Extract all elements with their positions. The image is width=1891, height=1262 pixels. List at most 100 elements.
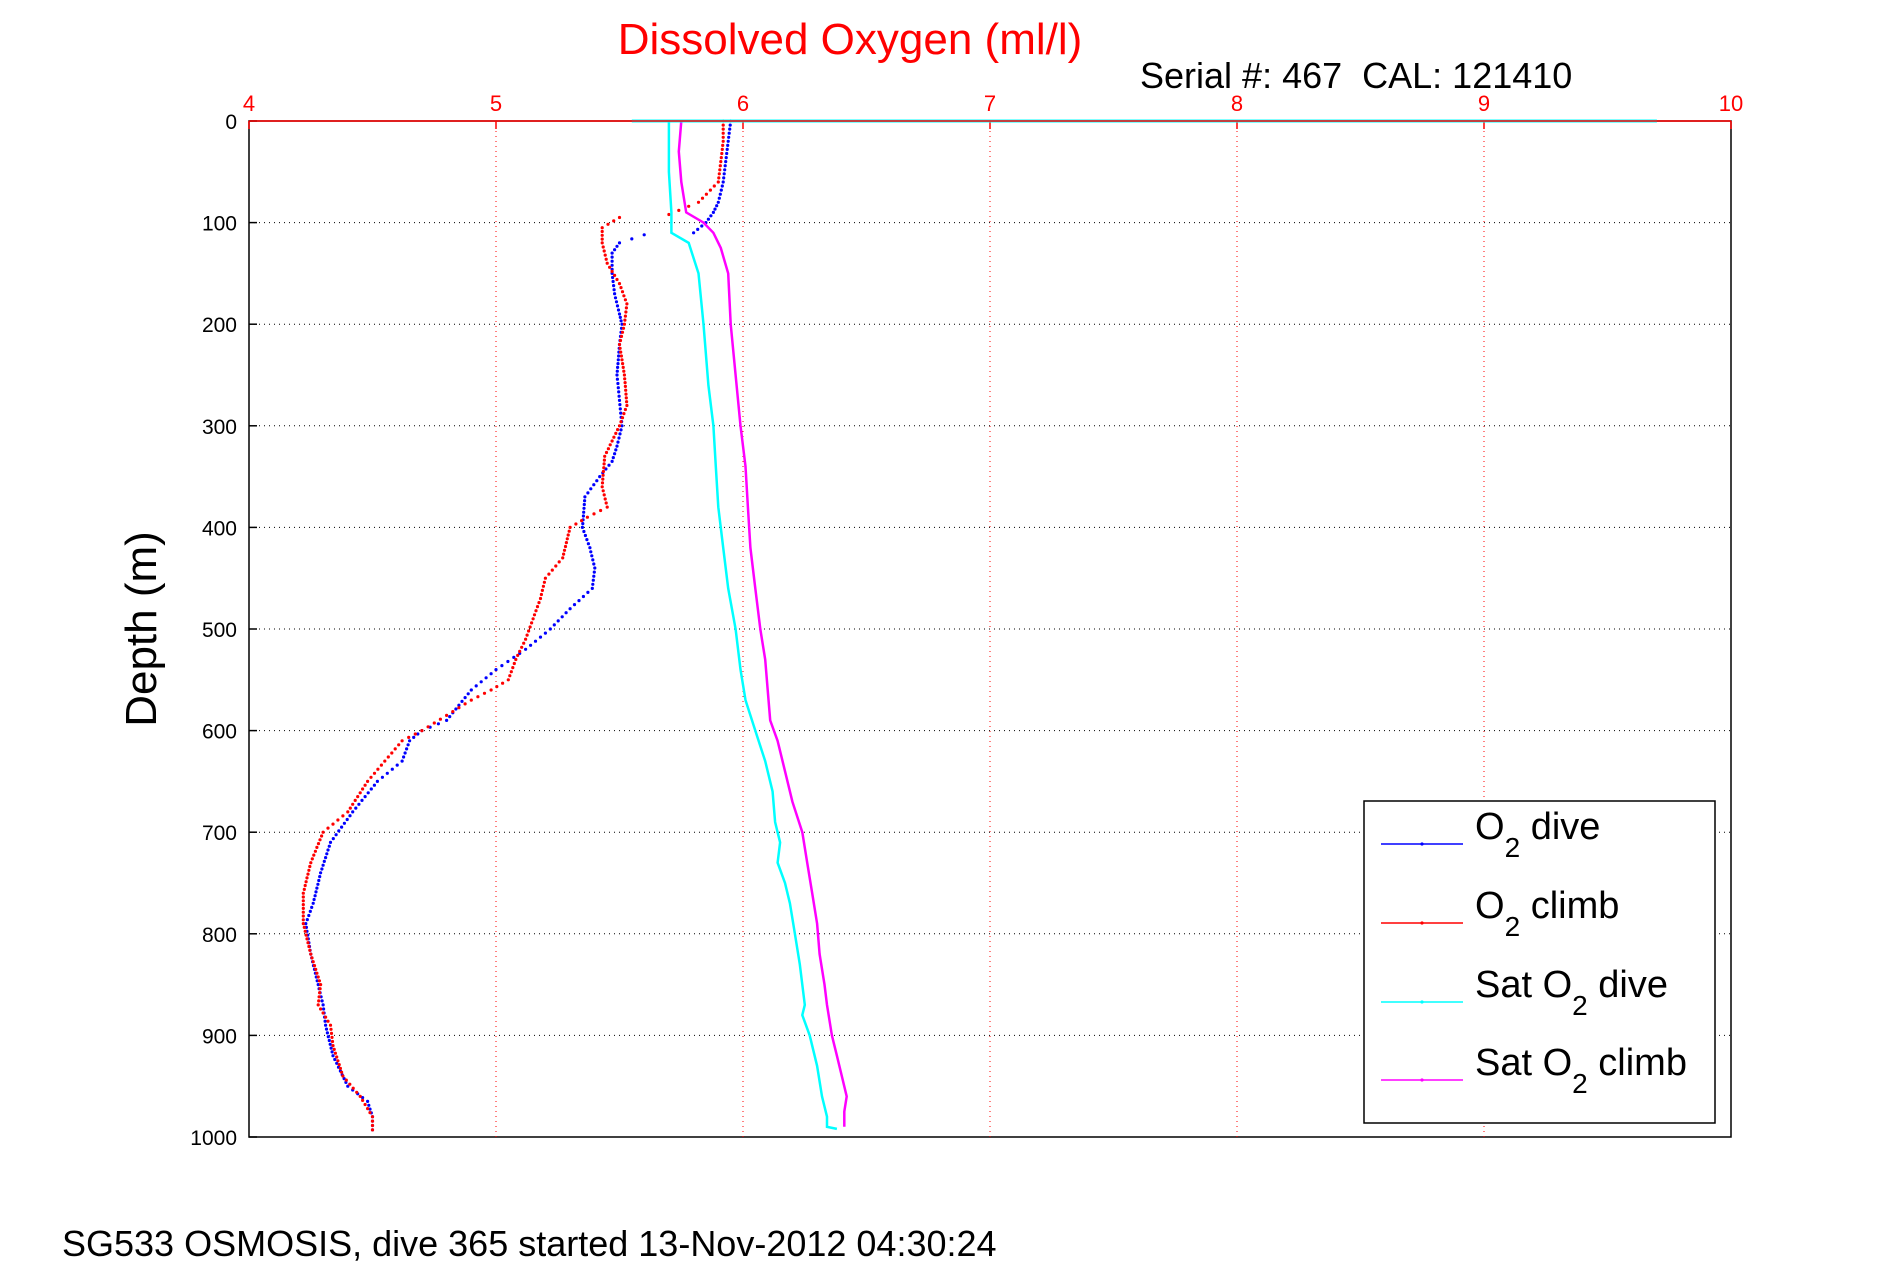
data-point <box>305 918 309 922</box>
data-point <box>476 695 480 699</box>
data-point <box>591 558 595 562</box>
data-point <box>619 411 623 415</box>
data-point <box>320 867 324 871</box>
data-point <box>622 322 627 326</box>
chart-title: Dissolved Oxygen (ml/l) <box>618 15 1083 64</box>
data-point <box>624 310 628 314</box>
x-ticks: 4 5 6 7 8 9 10 <box>243 91 1743 129</box>
data-point <box>301 918 305 922</box>
data-point <box>580 519 584 523</box>
data-point <box>314 967 318 972</box>
data-point <box>606 222 610 226</box>
data-point <box>719 188 723 192</box>
data-point <box>306 872 310 876</box>
x-tick-label: 6 <box>737 91 749 116</box>
data-point <box>565 537 569 541</box>
data-point <box>301 895 305 899</box>
data-point <box>386 755 390 759</box>
data-point <box>316 882 320 886</box>
data-point <box>727 135 731 139</box>
data-point <box>302 887 306 892</box>
data-point <box>567 529 571 533</box>
data-point <box>709 214 713 218</box>
data-point <box>568 607 572 611</box>
data-point <box>615 373 619 377</box>
data-point <box>511 666 515 670</box>
data-point <box>495 685 499 689</box>
data-point <box>581 594 586 599</box>
data-point <box>302 925 306 930</box>
data-point <box>719 160 723 164</box>
data-point <box>341 1074 345 1078</box>
data-point <box>610 251 614 255</box>
data-point <box>625 302 629 306</box>
data-point <box>372 771 377 775</box>
data-point <box>612 435 616 439</box>
data-point <box>622 412 626 416</box>
data-point <box>538 635 543 639</box>
data-point <box>600 481 605 485</box>
data-point <box>344 1078 348 1082</box>
data-point <box>605 261 609 265</box>
data-point <box>326 1035 330 1039</box>
data-point <box>337 829 341 833</box>
data-point <box>543 631 548 635</box>
data-point <box>612 219 616 223</box>
data-point <box>315 886 319 890</box>
data-point <box>340 825 344 829</box>
data-point <box>317 979 321 983</box>
data-point <box>539 592 544 597</box>
data-point <box>370 1123 375 1128</box>
data-point <box>581 514 586 518</box>
data-point <box>612 288 616 292</box>
data-point <box>617 342 622 347</box>
data-point <box>589 550 593 554</box>
data-point <box>550 568 554 572</box>
data-point <box>325 852 329 856</box>
data-point <box>726 143 730 147</box>
data-point <box>372 783 376 787</box>
data-point <box>625 400 629 404</box>
data-point <box>368 1107 372 1111</box>
data-point <box>366 779 370 784</box>
data-point <box>561 556 565 560</box>
data-point <box>516 653 520 658</box>
data-point <box>600 226 604 230</box>
data-point <box>361 1098 365 1102</box>
data-point <box>542 580 547 584</box>
data-point <box>610 259 614 263</box>
data-point <box>623 314 628 318</box>
data-point <box>342 821 346 825</box>
data-point <box>720 151 724 156</box>
data-point <box>305 876 309 880</box>
y-tick-label: 200 <box>202 314 237 337</box>
data-point <box>309 861 313 865</box>
y-tick-label: 900 <box>202 1025 237 1048</box>
data-point <box>621 365 625 369</box>
data-point <box>614 448 618 452</box>
data-point <box>725 147 729 151</box>
data-point <box>314 890 318 894</box>
data-point <box>568 525 572 530</box>
data-point <box>608 265 612 269</box>
data-point <box>591 582 595 586</box>
data-point <box>624 388 628 392</box>
data-point <box>615 244 619 248</box>
data-point <box>308 948 312 952</box>
data-point <box>451 710 455 714</box>
legend-marker <box>1420 1078 1424 1082</box>
data-point <box>585 538 589 542</box>
x-tick-label: 5 <box>490 91 502 116</box>
data-point <box>512 655 516 660</box>
data-point <box>583 495 587 499</box>
x-tick-label: 10 <box>1719 91 1743 116</box>
data-point <box>615 277 619 282</box>
data-point <box>619 354 624 358</box>
data-point <box>330 1035 334 1039</box>
data-point <box>501 681 505 685</box>
data-point <box>317 878 321 883</box>
data-point <box>509 670 513 674</box>
y-tick-label: 100 <box>202 213 237 236</box>
data-point <box>619 420 623 424</box>
